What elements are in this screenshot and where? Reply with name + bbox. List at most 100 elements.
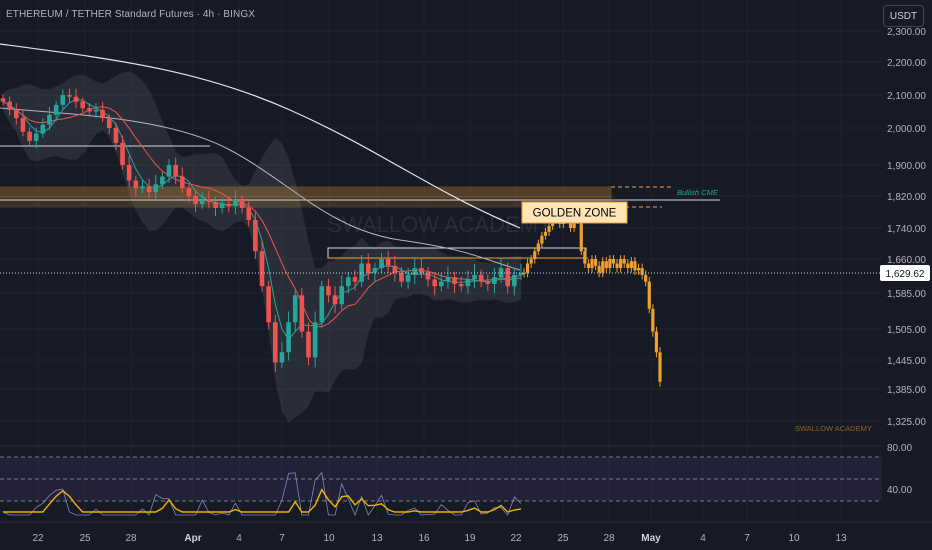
- projection-body: [540, 235, 544, 244]
- candle: [465, 270, 471, 294]
- candle-body: [445, 277, 451, 282]
- candle-body: [233, 200, 238, 206]
- projection-candle: [633, 257, 637, 275]
- candle-body: [126, 165, 132, 181]
- candle: [266, 280, 271, 330]
- golden-zone-label: GOLDEN ZONE: [533, 208, 617, 220]
- rsi-signal-line: [3, 488, 522, 513]
- candle: [73, 88, 79, 109]
- projection-candle: [586, 259, 591, 273]
- candle: [246, 201, 252, 227]
- projection-candle: [636, 263, 641, 275]
- candle-body: [518, 272, 524, 275]
- candle: [133, 175, 139, 196]
- candle-body: [419, 268, 424, 273]
- candle: [385, 251, 391, 274]
- candle-body: [67, 95, 72, 97]
- projection-body: [601, 261, 605, 273]
- candle: [40, 118, 46, 138]
- candle: [153, 175, 159, 200]
- candle: [372, 262, 378, 282]
- candle: [419, 257, 424, 279]
- x-tick-label: 25: [79, 533, 91, 544]
- candle: [478, 269, 484, 288]
- candle: [439, 272, 444, 292]
- candle-body: [146, 186, 152, 193]
- projection-candle: [536, 239, 540, 256]
- candle-body: [199, 200, 205, 204]
- candle-body: [452, 277, 457, 284]
- candle-body: [253, 220, 258, 252]
- candle: [485, 274, 491, 292]
- projection-body: [629, 261, 633, 269]
- candle: [379, 252, 384, 274]
- candle: [180, 167, 185, 193]
- candle: [0, 94, 6, 106]
- projection-body: [604, 261, 608, 269]
- candle: [259, 241, 265, 292]
- candle-body: [326, 286, 331, 296]
- candle-body: [7, 101, 12, 110]
- candle-body: [405, 274, 411, 282]
- projection-candle: [583, 247, 587, 269]
- candle: [505, 262, 511, 294]
- symbol-title: ETHEREUM / TETHER Standard Futures · 4h …: [6, 9, 256, 20]
- candle-body: [392, 265, 398, 273]
- projection-candle: [529, 255, 533, 269]
- projection-body: [593, 259, 598, 266]
- candle-body: [186, 188, 192, 196]
- candle: [67, 88, 72, 102]
- x-tick-label: 13: [835, 533, 847, 544]
- candle: [226, 196, 232, 213]
- projection-candle: [658, 347, 662, 387]
- candle: [87, 102, 92, 117]
- candle: [27, 127, 32, 147]
- candle-body: [153, 184, 159, 193]
- candle-body: [113, 128, 119, 143]
- y-tick-label: 1,325.00: [887, 417, 926, 428]
- candle-body: [73, 96, 79, 102]
- candle-body: [299, 295, 305, 332]
- candle: [346, 271, 351, 294]
- candle: [332, 286, 338, 314]
- candle-body: [359, 263, 364, 282]
- candle-body: [80, 101, 85, 109]
- candle-body: [372, 268, 378, 273]
- projection-candle: [647, 277, 651, 314]
- candle-body: [512, 274, 517, 287]
- candle: [60, 89, 66, 109]
- candle-body: [319, 286, 325, 323]
- x-tick-label: 4: [700, 533, 706, 544]
- candle: [120, 135, 125, 170]
- candle-body: [106, 118, 112, 128]
- projection-candle: [622, 255, 626, 269]
- x-tick-label: 16: [418, 533, 430, 544]
- x-tick-label: 10: [788, 533, 800, 544]
- projection-candle: [547, 222, 551, 236]
- projection-candle: [590, 255, 594, 273]
- candle-body: [40, 124, 46, 134]
- x-tick-label: 25: [557, 533, 569, 544]
- candle: [106, 114, 112, 134]
- x-tick-label: 4: [236, 533, 242, 544]
- candle: [326, 278, 331, 303]
- candle-body: [432, 279, 437, 287]
- projection-candle: [604, 257, 608, 273]
- candle-body: [27, 131, 32, 141]
- candle-body: [140, 186, 145, 189]
- candle: [492, 268, 497, 293]
- candle: [166, 159, 172, 183]
- currency-button[interactable]: USDT: [883, 5, 924, 27]
- candle: [186, 183, 192, 203]
- projection-body: [611, 259, 616, 264]
- x-tick-label: 13: [371, 533, 383, 544]
- candle-body: [133, 180, 139, 189]
- candle: [312, 311, 318, 368]
- candle: [47, 106, 52, 131]
- projection-candle: [593, 255, 598, 271]
- bullish-cme-label: Bullish CME: [677, 188, 719, 197]
- projection-body: [622, 259, 626, 264]
- x-tick-label: 22: [32, 533, 44, 544]
- y-tick-label: 1,505.00: [887, 325, 926, 336]
